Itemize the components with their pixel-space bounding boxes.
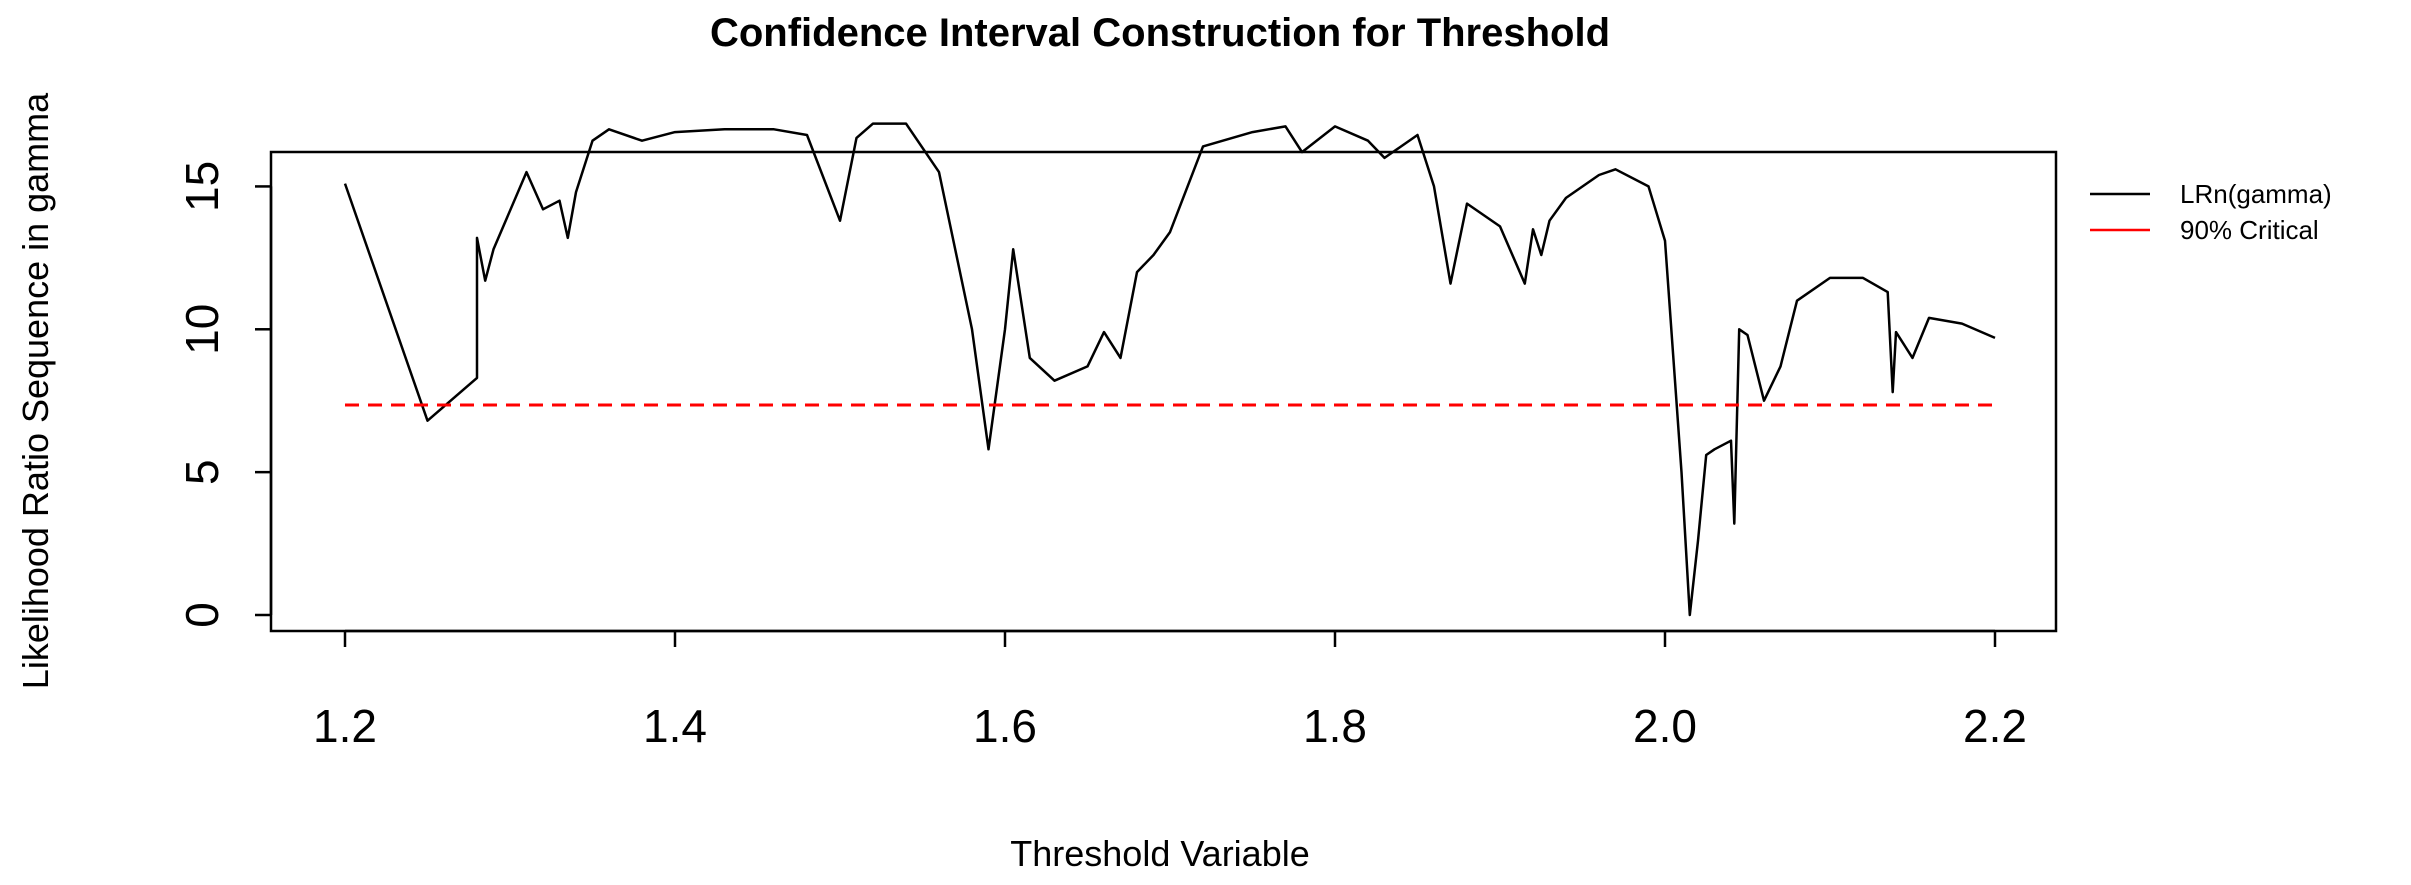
x-tick-label: 2.2: [1963, 700, 2027, 752]
series-layer: [343, 122, 1996, 617]
x-axis-label: Threshold Variable: [1010, 833, 1310, 874]
y-tick-label: 0: [176, 602, 228, 628]
y-axis: 0 5 10 15: [176, 161, 273, 628]
x-tick-label: 1.8: [1303, 700, 1367, 752]
series-line-0: [343, 122, 1996, 617]
x-tick-label: 1.2: [313, 700, 377, 752]
y-tick-label: 15: [176, 161, 228, 212]
x-axis: 1.2 1.4 1.6 1.8 2.0 2.2: [313, 629, 2027, 752]
legend: LRn(gamma) 90% Critical: [2090, 179, 2332, 245]
y-axis-label: Likelihood Ratio Sequence in gamma: [15, 92, 56, 689]
plot-frame: [269, 150, 2058, 633]
chart-title: Confidence Interval Construction for Thr…: [710, 11, 1610, 55]
x-tick-label: 2.0: [1633, 700, 1697, 752]
legend-label-0: LRn(gamma): [2180, 179, 2332, 209]
legend-label-1: 90% Critical: [2180, 215, 2319, 245]
x-tick-label: 1.6: [973, 700, 1037, 752]
y-tick-label: 5: [176, 459, 228, 485]
x-tick-label: 1.4: [643, 700, 707, 752]
y-tick-label: 10: [176, 304, 228, 355]
